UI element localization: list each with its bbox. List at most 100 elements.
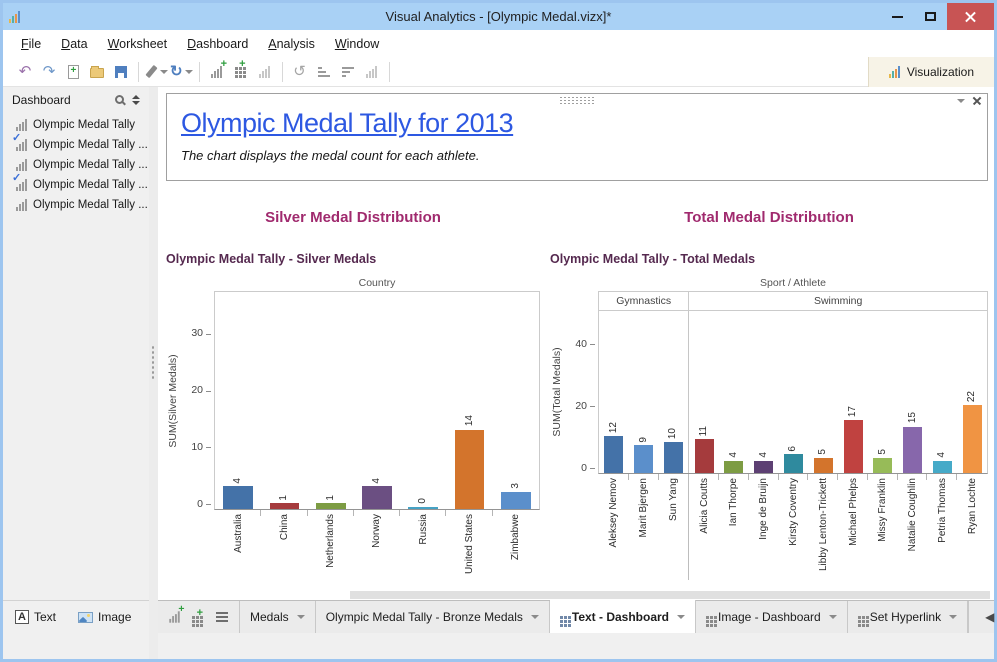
category-label: Michael Phelps — [847, 478, 859, 546]
bar-aleksey-nemov[interactable] — [604, 435, 624, 473]
category-slot: United States — [446, 510, 493, 588]
rotate-icon: ↺ — [293, 63, 306, 80]
bar-value-label: 4 — [727, 452, 739, 458]
search-icon[interactable] — [115, 95, 124, 104]
bar-slot: 1 — [308, 292, 354, 509]
section-header-total: Total Medal Distribution — [684, 209, 854, 226]
sort-descending-button[interactable] — [337, 60, 359, 84]
tab-olympic-medal-tally-bronze-medals[interactable]: Olympic Medal Tally - Bronze Medals — [316, 601, 550, 633]
bar-alicia-coutts[interactable] — [694, 438, 714, 473]
new-dashboard-icon[interactable]: + — [192, 607, 203, 619]
text-widget[interactable]: Olympic Medal Tally for 2013 The chart d… — [166, 93, 988, 181]
bar-norway[interactable] — [362, 486, 392, 509]
redo-button[interactable]: ↷ — [38, 60, 60, 84]
bar-kirsty-coventry[interactable] — [783, 454, 804, 473]
horizontal-scrollbar[interactable] — [350, 591, 990, 599]
bar-united-states[interactable] — [454, 429, 485, 509]
widget-menu-icon[interactable] — [957, 99, 965, 103]
sidebar-item-1[interactable]: ✓ Olympic Medal Tally ... — [3, 133, 149, 155]
bar-zimbabwe[interactable] — [501, 491, 531, 509]
tab-set-hyperlink[interactable]: Set Hyperlink — [848, 601, 969, 633]
toolbar-separator — [138, 61, 139, 82]
tab-medals[interactable]: Medals — [240, 601, 316, 633]
total-medals-chart: Sport / Athlete Gymnastics Swimming SUM(Tot… — [550, 266, 988, 580]
bar-value-label: 17 — [847, 406, 859, 418]
new-file-button[interactable] — [62, 60, 84, 84]
bar-slot: 12 — [599, 311, 629, 473]
menu-file[interactable]: File — [21, 36, 42, 51]
tab-scroll-left-icon[interactable]: ◀ — [985, 610, 995, 624]
bar-petria-thomas[interactable] — [932, 460, 952, 473]
tab-dropdown-icon[interactable] — [530, 615, 539, 619]
category-label: China — [278, 514, 290, 541]
bar-inge-de-bruijn[interactable] — [754, 460, 774, 473]
save-button[interactable] — [110, 60, 132, 84]
bar-value-label: 1 — [324, 494, 336, 501]
bar-marit-bjergen[interactable] — [634, 445, 654, 473]
sidebar-item-2[interactable]: Olympic Medal Tally ... — [3, 155, 149, 175]
menu-analysis[interactable]: Analysis — [268, 36, 315, 51]
tab-dropdown-icon[interactable] — [828, 615, 837, 619]
bar-michael-phelps[interactable] — [843, 420, 863, 473]
format-button[interactable] — [145, 60, 168, 84]
bar-chart-icon — [259, 65, 271, 78]
category-slot: Alicia Coutts — [689, 474, 719, 580]
bar-slot: 5 — [868, 311, 898, 473]
tab-dropdown-icon[interactable] — [677, 615, 685, 619]
bar-australia[interactable] — [223, 486, 253, 509]
menu-dashboard[interactable]: Dashboard — [187, 36, 249, 51]
widget-close-icon[interactable] — [973, 97, 981, 105]
new-file-icon — [67, 64, 79, 79]
silver-medals-chart: Country SUM(Silver Medals) 0 10 20 30 4 1 1 4 0 14 3… — [166, 266, 540, 588]
tab-dropdown-icon[interactable] — [949, 615, 958, 619]
new-worksheet-icon[interactable]: + — [169, 604, 184, 623]
minimize-button[interactable] — [881, 3, 914, 30]
sort-toggle-icon[interactable] — [132, 94, 140, 105]
rotate-axes-button[interactable]: ↺ — [289, 60, 311, 84]
refresh-button[interactable]: ↻ — [170, 60, 193, 84]
close-button[interactable] — [947, 3, 994, 30]
y-tick-mark — [206, 333, 211, 335]
bar-libby-lenton-trickett[interactable] — [813, 457, 833, 473]
bar-sun-yang[interactable] — [663, 442, 683, 473]
add-visualization-button[interactable]: + — [206, 58, 228, 84]
sidebar-item-0[interactable]: Olympic Medal Tally — [3, 115, 149, 135]
sort-ascending-button[interactable] — [313, 60, 335, 84]
menu-window[interactable]: Window — [334, 36, 380, 51]
undo-button[interactable]: ↶ — [14, 60, 36, 84]
bar-missy-franklin[interactable] — [873, 457, 893, 473]
sidebar-item-label: Olympic Medal Tally ... — [33, 179, 148, 191]
menu-worksheet[interactable]: Worksheet — [107, 36, 168, 51]
menu-data[interactable]: Data — [61, 36, 88, 51]
worksheet-bars-icon: ✓ — [12, 133, 27, 151]
bar-netherlands[interactable] — [315, 503, 346, 509]
sidebar-item-4[interactable]: Olympic Medal Tally ... — [3, 195, 149, 215]
bar-slot: 9 — [629, 311, 659, 473]
add-crosstab-button[interactable]: + — [230, 58, 252, 84]
bar-ian-thorpe[interactable] — [724, 460, 744, 473]
tab-text-dashboard[interactable]: Text - Dashboard — [549, 600, 696, 633]
bar-ryan-lochte[interactable] — [962, 404, 982, 473]
bar-slot: 10 — [659, 311, 689, 473]
maximize-button[interactable] — [914, 3, 947, 30]
drag-handle-icon[interactable] — [559, 96, 595, 105]
sidebar: Dashboard Olympic Medal Tally ✓ Olympic Me… — [3, 87, 149, 659]
bar-russia[interactable] — [408, 507, 439, 509]
export-chart-button[interactable] — [361, 60, 383, 84]
chart-type-button[interactable] — [254, 60, 276, 84]
sidebar-splitter[interactable] — [149, 87, 158, 659]
dashboard-canvas: Olympic Medal Tally for 2013 The chart d… — [158, 87, 994, 600]
tab-dropdown-icon[interactable] — [296, 615, 305, 619]
bar-china[interactable] — [269, 503, 300, 509]
sidebar-item-3[interactable]: ✓ Olympic Medal Tally ... — [3, 173, 149, 195]
bar-value-label: 15 — [906, 412, 918, 424]
visualization-tab-button[interactable]: Visualization — [867, 56, 994, 87]
insert-text-button[interactable]: A Text — [15, 610, 56, 624]
bar-natalie-coughlin[interactable] — [903, 426, 923, 473]
open-file-button[interactable] — [86, 60, 108, 84]
y-tick-mark — [590, 344, 595, 345]
insert-image-button[interactable]: Image — [78, 610, 131, 624]
tab-image-dashboard[interactable]: Image - Dashboard — [696, 601, 848, 633]
sheet-list-icon[interactable] — [216, 612, 228, 622]
